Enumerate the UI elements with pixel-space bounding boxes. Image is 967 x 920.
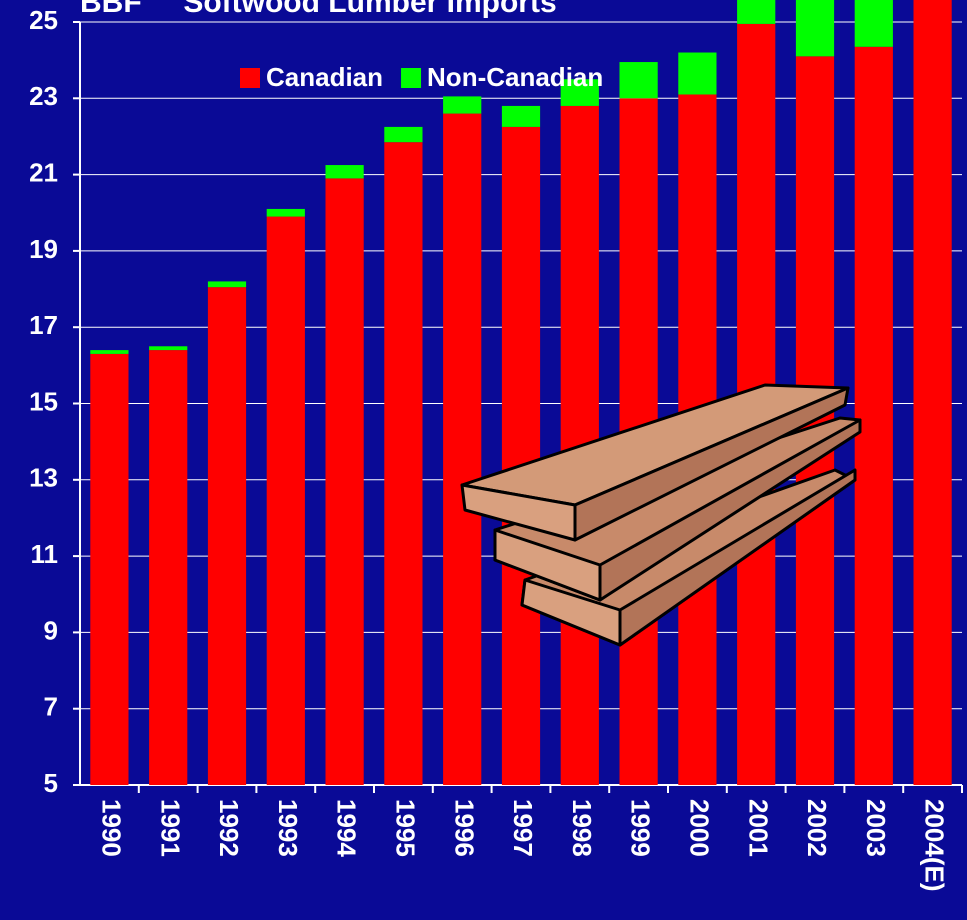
x-tick-label: 1996 — [449, 799, 479, 857]
bar-segment — [501, 126, 541, 786]
bar-segment — [443, 96, 482, 114]
y-tick-label: 9 — [44, 615, 58, 645]
x-tick-label: 2003 — [861, 799, 891, 857]
bar-segment — [325, 165, 364, 179]
y-tick-label: 23 — [29, 81, 58, 111]
x-tick-label: 1999 — [626, 799, 656, 857]
y-tick-label: 25 — [29, 5, 58, 35]
y-tick-label: 7 — [44, 692, 58, 722]
y-tick-label: 13 — [29, 463, 58, 493]
y-tick-label: 15 — [29, 386, 58, 416]
bar-segment — [149, 346, 188, 351]
x-tick-label: 1990 — [97, 799, 127, 857]
x-tick-label: 1992 — [214, 799, 244, 857]
x-tick-label: 2000 — [685, 799, 715, 857]
bar-segment — [207, 287, 247, 785]
legend-swatch — [401, 68, 422, 88]
bar-segment — [325, 178, 364, 786]
legend-swatch — [240, 68, 260, 88]
bar-segment — [149, 350, 188, 785]
bar-segment — [443, 113, 482, 785]
x-tick-label: 2004(E) — [920, 799, 950, 892]
bar-segment — [854, 0, 893, 47]
lumber-clipart — [460, 383, 862, 647]
x-tick-label: 1991 — [155, 799, 185, 857]
legend-label: Non-Canadian — [427, 62, 603, 92]
bar-segment — [266, 216, 305, 785]
bar-segment — [678, 52, 717, 95]
bar-segment — [266, 208, 305, 217]
bar-segment — [619, 62, 658, 99]
x-tick-label: 1998 — [567, 799, 597, 857]
legend-label: Canadian — [266, 62, 383, 92]
bar-segment — [913, 0, 952, 786]
y-tick-label: 21 — [29, 157, 58, 187]
bar-segment — [207, 281, 247, 288]
bar-segment — [854, 46, 893, 786]
x-tick-label: 1995 — [391, 799, 421, 857]
x-tick-label: 1993 — [273, 799, 303, 857]
y-tick-label: 17 — [29, 310, 58, 340]
x-tick-label: 2001 — [743, 799, 773, 857]
bar-segment — [737, 0, 776, 24]
bar-segment — [501, 105, 541, 127]
x-tick-label: 1994 — [332, 799, 362, 857]
bar-segment — [384, 126, 423, 143]
bar-segment — [384, 142, 423, 786]
bar-segment — [90, 350, 129, 354]
x-tick-label: 2002 — [802, 799, 832, 857]
y-tick-label: 5 — [44, 768, 58, 798]
bar-segment — [560, 79, 599, 106]
y-tick-label: 11 — [31, 539, 59, 569]
chart-title: BBF Softwood Lumber Imports — [80, 0, 557, 19]
x-tick-label: 1997 — [508, 799, 538, 857]
y-tick-label: 19 — [29, 234, 58, 264]
bar-segment — [90, 353, 129, 785]
bar-segment — [795, 0, 835, 57]
